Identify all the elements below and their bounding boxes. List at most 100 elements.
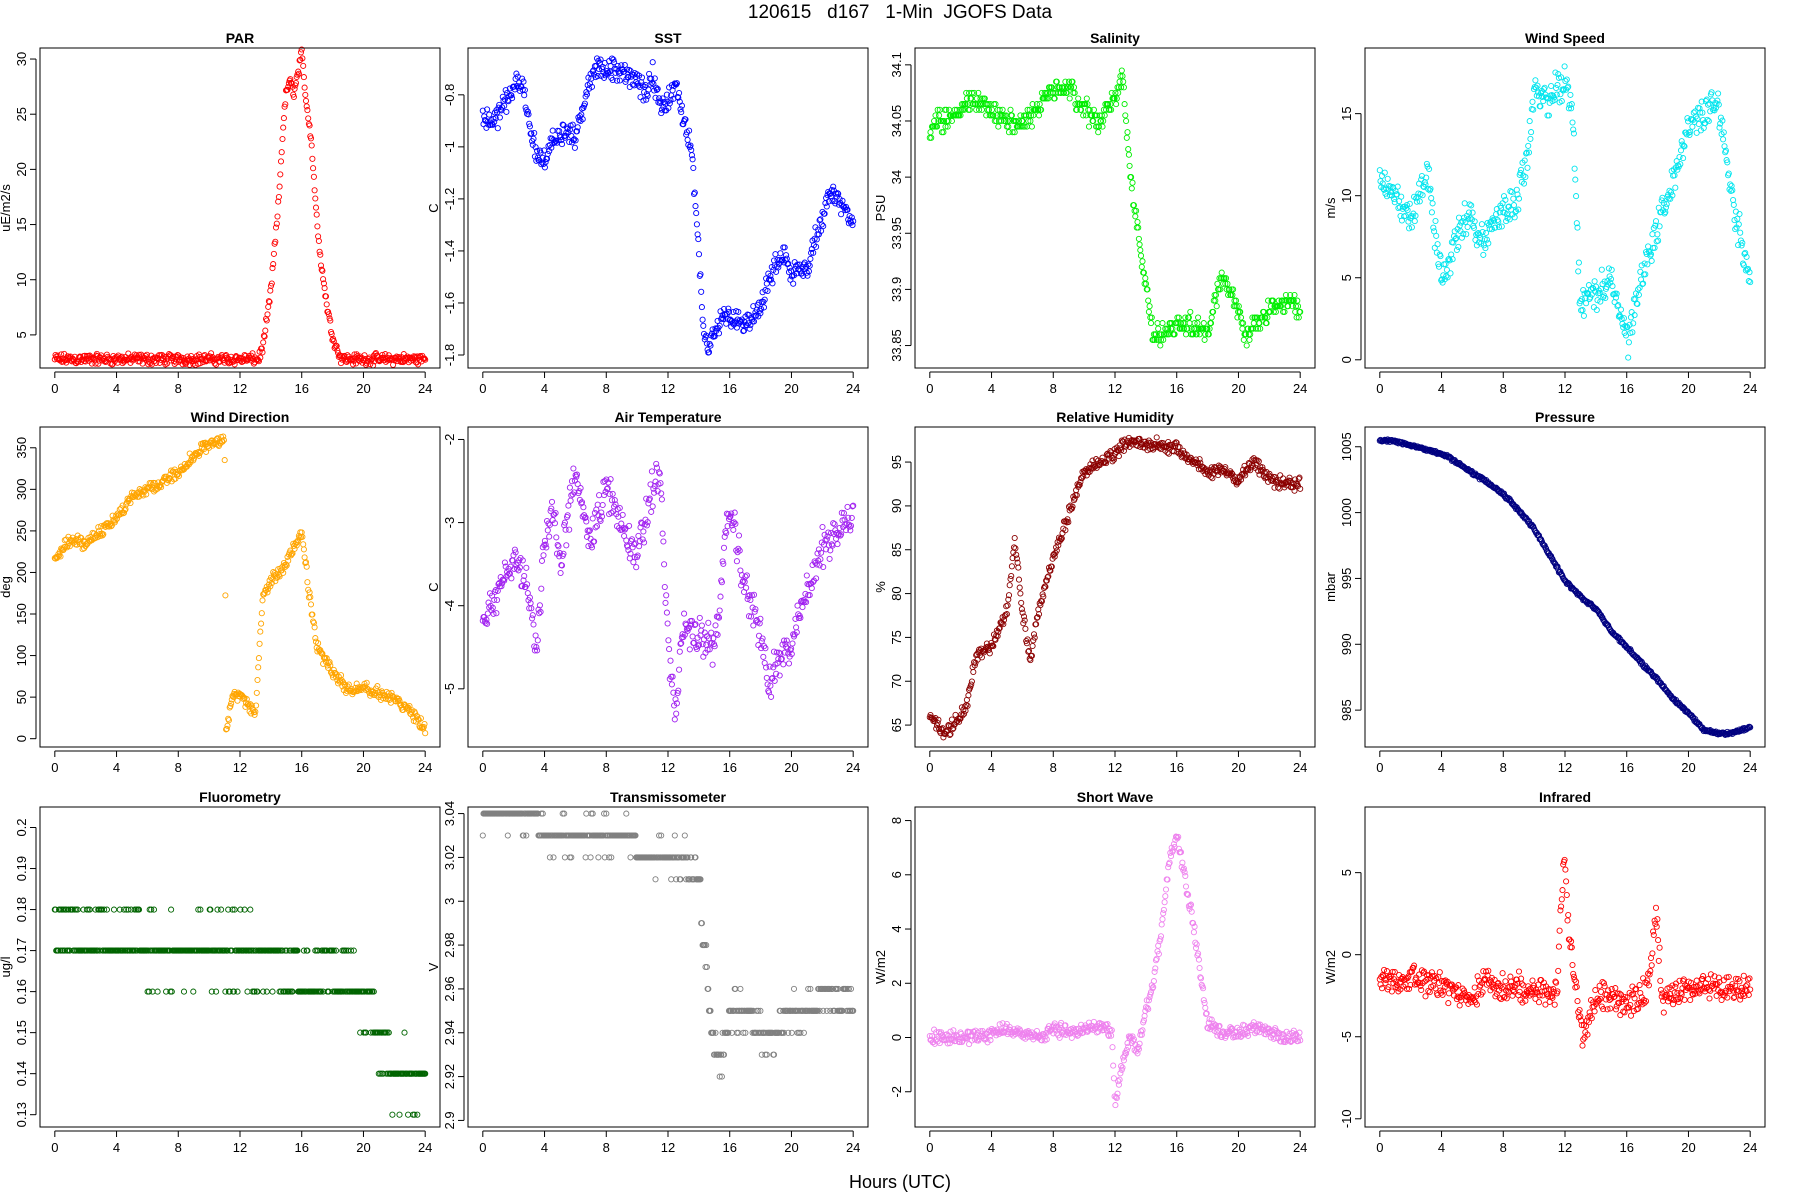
data-point — [221, 457, 228, 464]
data-point — [57, 553, 64, 560]
data-point — [1423, 160, 1430, 167]
panel-title: PAR — [226, 30, 255, 46]
data-point — [534, 637, 541, 644]
data-point — [1137, 247, 1144, 254]
x-axis: 0 4 8 12 16 20 24 — [926, 750, 1307, 775]
data-point — [1148, 314, 1155, 321]
data-point — [1038, 89, 1045, 96]
data-point — [1574, 224, 1581, 231]
data-point — [674, 93, 681, 100]
y-tick-label: 5 — [1339, 274, 1354, 281]
data-point — [611, 59, 618, 66]
y-tick-label: -0.8 — [442, 84, 457, 106]
data-point — [1554, 81, 1561, 89]
data-point — [280, 115, 287, 122]
data-point — [1129, 179, 1136, 186]
x-axis: 0 4 8 12 16 20 24 — [1376, 750, 1757, 775]
data-point — [1477, 234, 1484, 242]
data-point — [992, 101, 999, 108]
x-tick-label: 0 — [51, 381, 58, 396]
data-point — [1063, 89, 1070, 96]
data-point — [589, 515, 596, 522]
data-point — [1120, 84, 1127, 91]
data-point — [530, 621, 537, 628]
data-point — [108, 523, 115, 530]
data-point — [1730, 201, 1737, 208]
data-point — [626, 66, 633, 73]
data-point — [1053, 78, 1060, 85]
y-tick-label: 200 — [14, 562, 29, 584]
data-point — [1520, 180, 1528, 187]
data-point — [1716, 124, 1723, 131]
data-point — [1698, 98, 1705, 105]
data-point — [1717, 114, 1724, 121]
data-point — [978, 106, 985, 113]
data-point — [308, 142, 315, 149]
data-point — [981, 95, 988, 102]
data-point — [1580, 312, 1587, 319]
data-point — [807, 255, 814, 262]
data-point — [1598, 266, 1605, 273]
data-point — [334, 347, 341, 354]
data-point — [1062, 78, 1069, 85]
data-point — [768, 693, 775, 700]
x-tick-label: 20 — [1681, 760, 1695, 775]
data-point — [1651, 244, 1658, 251]
y-axis-label: uE/m2/s — [0, 184, 13, 232]
data-point — [985, 106, 993, 113]
data-point — [1013, 117, 1020, 125]
data-point — [640, 528, 647, 535]
data-point — [292, 79, 300, 87]
data-points — [1376, 63, 1754, 361]
data-point — [307, 601, 315, 608]
data-point — [272, 224, 280, 231]
data-point — [1011, 534, 1018, 542]
data-point — [943, 106, 950, 113]
x-tick-label: 20 — [356, 760, 370, 775]
data-point — [1537, 103, 1544, 110]
data-point — [1295, 314, 1302, 321]
x-axis: 0 4 8 12 16 20 24 — [51, 750, 432, 775]
data-point — [1565, 105, 1572, 112]
data-point — [1124, 129, 1131, 136]
x-tick-label: 8 — [1050, 381, 1057, 396]
data-point — [1122, 112, 1129, 119]
data-point — [318, 266, 325, 273]
data-point — [974, 101, 981, 108]
data-point — [761, 296, 768, 303]
data-point — [514, 82, 521, 89]
data-point — [1463, 231, 1470, 238]
y-tick-label: -3 — [442, 517, 457, 529]
y-tick-label: 33.85 — [889, 329, 904, 362]
data-point — [322, 293, 330, 300]
x-tick-label: 24 — [1743, 381, 1757, 396]
x-tick-label: 12 — [1108, 760, 1122, 775]
panel-title: Air Temperature — [614, 409, 721, 425]
data-point — [180, 355, 187, 362]
data-point — [1572, 176, 1579, 183]
data-point — [1118, 84, 1125, 91]
data-point — [593, 523, 601, 530]
data-point — [127, 499, 134, 507]
data-point — [1212, 297, 1219, 304]
data-point — [1705, 118, 1712, 125]
data-point — [1568, 101, 1575, 108]
data-point — [1558, 98, 1565, 105]
data-point — [715, 330, 723, 337]
data-point — [1694, 115, 1701, 122]
data-point — [315, 237, 322, 245]
data-point — [1626, 321, 1633, 328]
y-axis-label: deg — [0, 576, 13, 598]
data-point — [1646, 249, 1653, 256]
data-point — [1525, 149, 1533, 156]
data-point — [750, 318, 758, 325]
y-axis-label: C — [426, 582, 441, 591]
data-point — [1175, 314, 1182, 321]
data-point — [1464, 223, 1471, 231]
y-tick-label: 95 — [889, 455, 904, 469]
data-point — [1508, 188, 1515, 196]
x-tick-label: 20 — [784, 760, 798, 775]
x-tick-label: 24 — [1293, 381, 1307, 396]
